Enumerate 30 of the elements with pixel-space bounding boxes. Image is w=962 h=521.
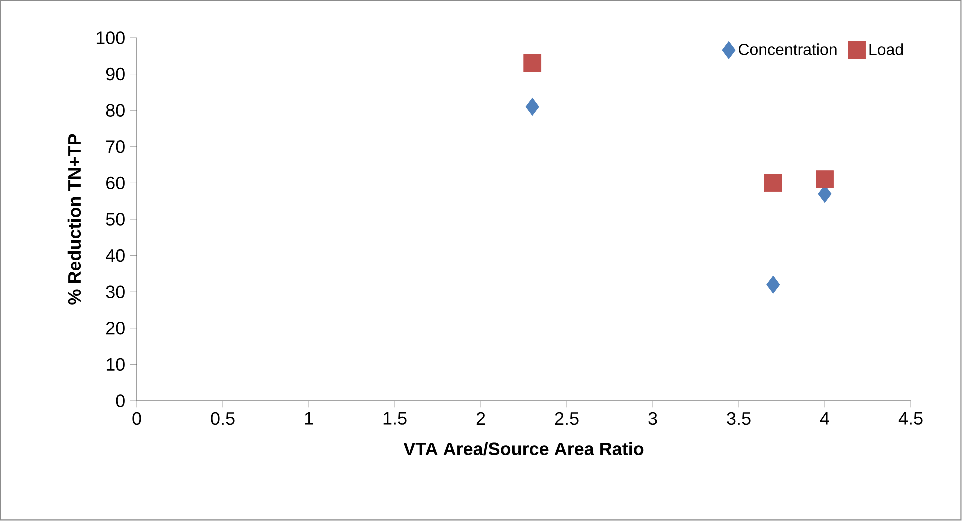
y-tick-label: 100 (96, 32, 125, 44)
point (764, 174, 782, 192)
y-tick-label: 20 (106, 322, 125, 335)
y-tick-label: 10 (106, 358, 125, 372)
y-tick-label: 70 (106, 140, 125, 154)
y-tick-label: 50 (106, 213, 125, 226)
x-tick-label: 1 (305, 412, 314, 425)
x-tick-label: 3.5 (727, 412, 751, 426)
point (766, 276, 780, 294)
x-tick-label: 1.5 (384, 412, 407, 425)
x-tick-label: 4.5 (898, 412, 923, 425)
y-axis-title: % Reduction TN+TP (68, 134, 82, 305)
x-tick-label: 2 (476, 412, 486, 425)
y-tick-label: 0 (116, 394, 125, 408)
legend-label: Concentration (739, 44, 837, 56)
x-tick-label: 2.5 (555, 412, 579, 426)
point (816, 170, 834, 189)
x-tick-label: 4 (820, 412, 830, 425)
y-tick-label: 80 (106, 104, 125, 117)
y-tick-label: 40 (106, 249, 125, 262)
y-tick-label: 30 (106, 286, 125, 298)
point (526, 98, 540, 116)
x-tick-label: 0.5 (211, 412, 235, 426)
x-tick-label: 3 (648, 412, 658, 426)
x-axis-title: VTA Area/Source Area Ratio (404, 442, 644, 456)
x-tick-label: 0 (132, 412, 142, 426)
y-tick-label: 90 (106, 68, 125, 81)
point (524, 54, 542, 72)
legend-label: Load (870, 44, 904, 56)
y-tick-label: 60 (106, 176, 125, 190)
